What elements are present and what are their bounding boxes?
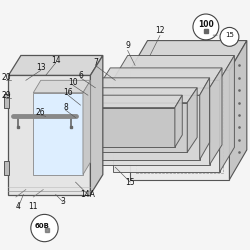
Polygon shape (98, 68, 222, 88)
Polygon shape (220, 56, 234, 172)
Polygon shape (175, 95, 182, 147)
Circle shape (31, 214, 58, 242)
Polygon shape (187, 88, 197, 152)
Text: 10: 10 (68, 78, 78, 87)
Polygon shape (68, 103, 187, 152)
Text: 4: 4 (16, 202, 21, 211)
Polygon shape (113, 56, 234, 80)
Text: 13: 13 (36, 64, 46, 72)
Polygon shape (56, 108, 175, 147)
Text: 20: 20 (1, 73, 11, 82)
Polygon shape (230, 40, 247, 179)
Polygon shape (130, 40, 247, 70)
Text: 26: 26 (36, 108, 46, 117)
Text: 60B: 60B (34, 222, 50, 228)
Text: 100: 100 (198, 20, 214, 30)
Text: 15: 15 (125, 178, 135, 186)
Text: 15: 15 (225, 32, 234, 38)
Polygon shape (68, 88, 197, 103)
Polygon shape (98, 88, 210, 165)
Text: 8: 8 (63, 103, 68, 112)
Circle shape (220, 28, 239, 46)
Polygon shape (130, 70, 230, 180)
Polygon shape (83, 95, 200, 160)
Polygon shape (113, 80, 220, 172)
Polygon shape (83, 80, 90, 175)
Polygon shape (56, 95, 182, 108)
Text: 29: 29 (1, 91, 11, 100)
Polygon shape (83, 78, 210, 95)
Polygon shape (200, 78, 209, 160)
Polygon shape (90, 56, 103, 194)
Text: 6: 6 (78, 71, 83, 80)
Text: 14: 14 (51, 56, 60, 65)
Polygon shape (8, 56, 103, 75)
Text: 14A: 14A (80, 190, 95, 199)
Text: 9: 9 (125, 41, 130, 50)
Text: 3: 3 (61, 198, 66, 206)
Text: 11: 11 (28, 202, 38, 211)
Text: 16: 16 (63, 88, 73, 97)
Text: 7: 7 (93, 58, 98, 68)
Polygon shape (33, 80, 90, 93)
Circle shape (193, 14, 219, 40)
Bar (4, 161, 9, 175)
Polygon shape (210, 68, 222, 165)
Polygon shape (33, 93, 83, 175)
Polygon shape (160, 100, 190, 155)
Bar (4, 94, 9, 108)
Text: 12: 12 (155, 26, 165, 35)
Polygon shape (8, 75, 90, 194)
